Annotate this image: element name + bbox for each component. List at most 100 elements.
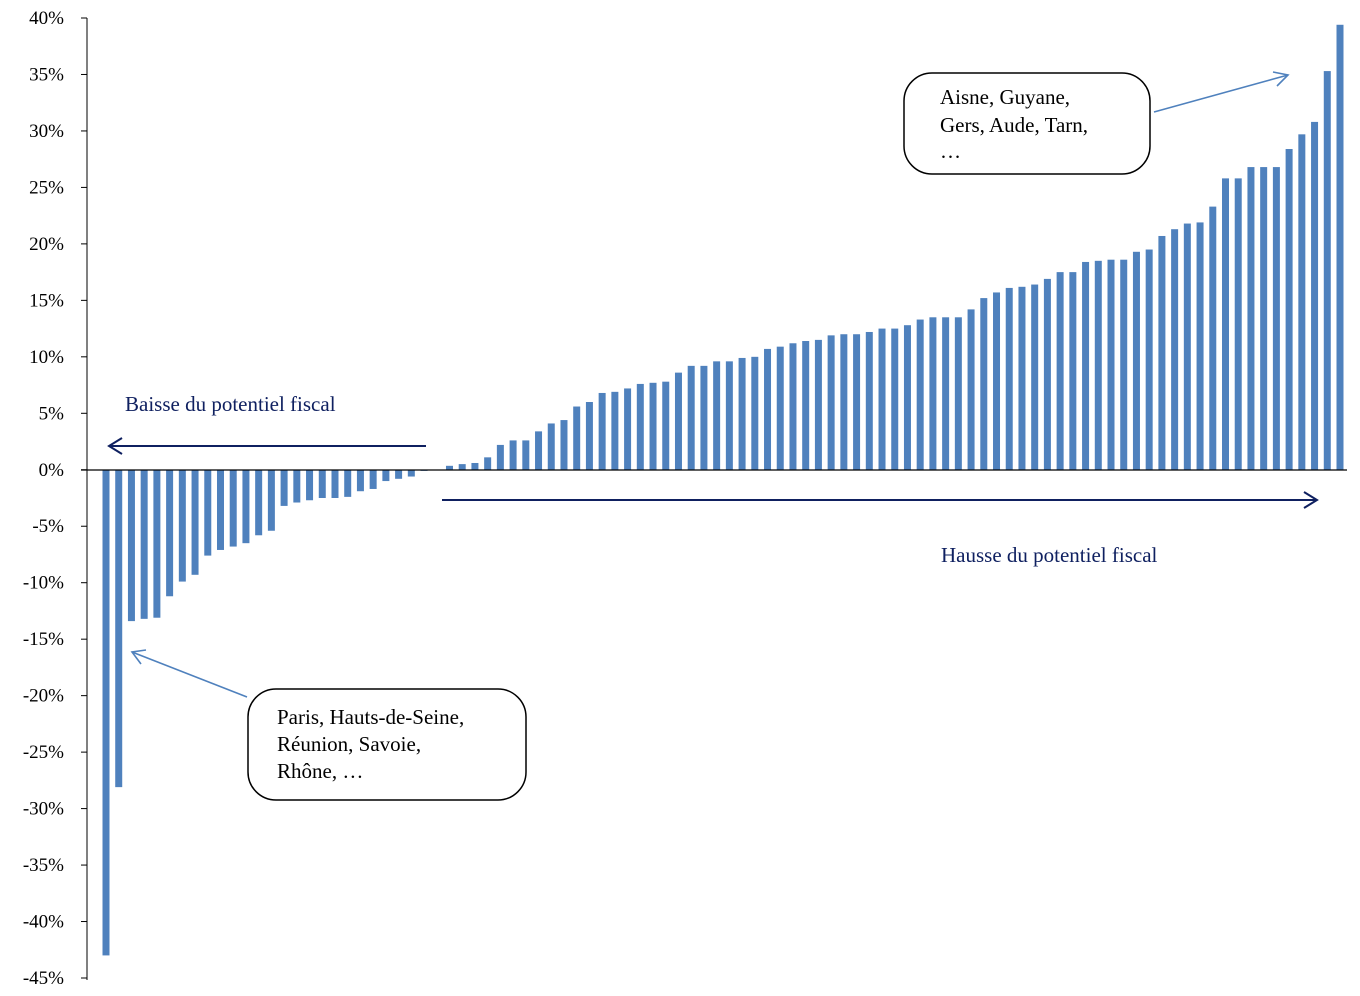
bar (102, 469, 110, 956)
bar (764, 348, 772, 470)
bar (204, 469, 212, 556)
bar (1183, 223, 1191, 470)
y-tick-label: 40% (29, 8, 64, 29)
bar (242, 469, 250, 544)
bar (1222, 178, 1230, 470)
bar (840, 334, 848, 470)
y-tick-label: -40% (23, 912, 64, 933)
bar (624, 388, 632, 470)
bar (560, 420, 568, 470)
bar (1323, 71, 1331, 470)
bar (344, 469, 352, 497)
bar (611, 391, 619, 470)
y-tick-label: -25% (23, 742, 64, 763)
bar (407, 469, 415, 477)
bar (382, 469, 390, 482)
y-tick-label: -30% (23, 799, 64, 820)
decrease-arrow (107, 437, 426, 455)
bar (1107, 259, 1115, 470)
bar (1082, 261, 1090, 470)
bar (573, 406, 581, 470)
bar (191, 469, 199, 575)
bar (293, 469, 301, 503)
bar (496, 444, 504, 470)
bar (1311, 121, 1319, 470)
y-tick-label: 35% (29, 64, 64, 85)
bar (1209, 206, 1217, 470)
bar (1272, 167, 1280, 470)
bar (713, 361, 721, 470)
bar (585, 402, 593, 470)
bar (331, 469, 339, 498)
bar (535, 431, 543, 470)
increase-arrow (442, 491, 1319, 509)
bar (153, 469, 161, 618)
y-tick-label: 10% (29, 347, 64, 368)
bar (1171, 229, 1179, 470)
increase-label: Hausse du potentiel fiscal (941, 543, 1158, 567)
y-axis-ticks: 40% 35% 30% 25% 20% 15% 10% 5% 0% -5% -10% -15% -20%… (23, 8, 87, 989)
bar (178, 469, 186, 582)
bar (1285, 149, 1293, 470)
y-tick-label: 20% (29, 234, 64, 255)
bar (942, 317, 950, 470)
bar (903, 325, 911, 470)
bar (356, 469, 364, 492)
y-tick-label: 5% (39, 403, 65, 424)
bar (1043, 278, 1051, 470)
top-callout-line-3: … (940, 139, 961, 163)
bar (445, 465, 453, 470)
bar (649, 382, 657, 470)
y-tick-label: -35% (23, 855, 64, 876)
bar (853, 334, 861, 470)
bar (1298, 134, 1306, 470)
bar (1120, 259, 1128, 470)
bar (1069, 272, 1077, 470)
bar (916, 319, 924, 470)
bar (687, 365, 695, 470)
bottom-callout-line-1: Paris, Hauts-de-Seine, (277, 705, 464, 729)
bar (127, 469, 135, 622)
bar (878, 328, 886, 470)
bar (865, 331, 873, 470)
bar (216, 469, 224, 550)
bar (967, 309, 975, 470)
decrease-label: Baisse du potentiel fiscal (125, 392, 336, 416)
bar (674, 372, 682, 470)
bars (102, 24, 1344, 956)
top-callout-box (903, 72, 1151, 175)
bar (1145, 249, 1153, 470)
bar (700, 365, 708, 470)
bar (1094, 260, 1102, 470)
bar (827, 335, 835, 470)
bar (814, 339, 822, 470)
bar (140, 469, 148, 619)
bar (1260, 167, 1268, 470)
bar (166, 469, 174, 597)
bottom-callout-box (247, 688, 527, 801)
bar (318, 469, 326, 498)
bar (1018, 286, 1026, 470)
bar (1247, 167, 1255, 470)
bar (1132, 251, 1140, 470)
bar (547, 423, 555, 470)
bottom-callout-line-2: Réunion, Savoie, (277, 732, 421, 756)
bar (725, 361, 733, 470)
y-tick-label: -5% (32, 516, 64, 537)
bar (484, 457, 492, 470)
bar (891, 328, 899, 470)
bar (509, 440, 517, 470)
y-tick-label: -10% (23, 573, 64, 594)
bar (229, 469, 237, 547)
y-tick-label: 15% (29, 290, 64, 311)
y-tick-label: -20% (23, 686, 64, 707)
bar (662, 381, 670, 470)
bar (738, 357, 746, 470)
bar (598, 392, 606, 470)
bar (280, 469, 288, 506)
top-callout-line-2: Gers, Aude, Tarn, (940, 113, 1088, 137)
bar (1056, 272, 1064, 470)
bottom-callout-arrow (130, 649, 248, 698)
bar (993, 292, 1001, 470)
